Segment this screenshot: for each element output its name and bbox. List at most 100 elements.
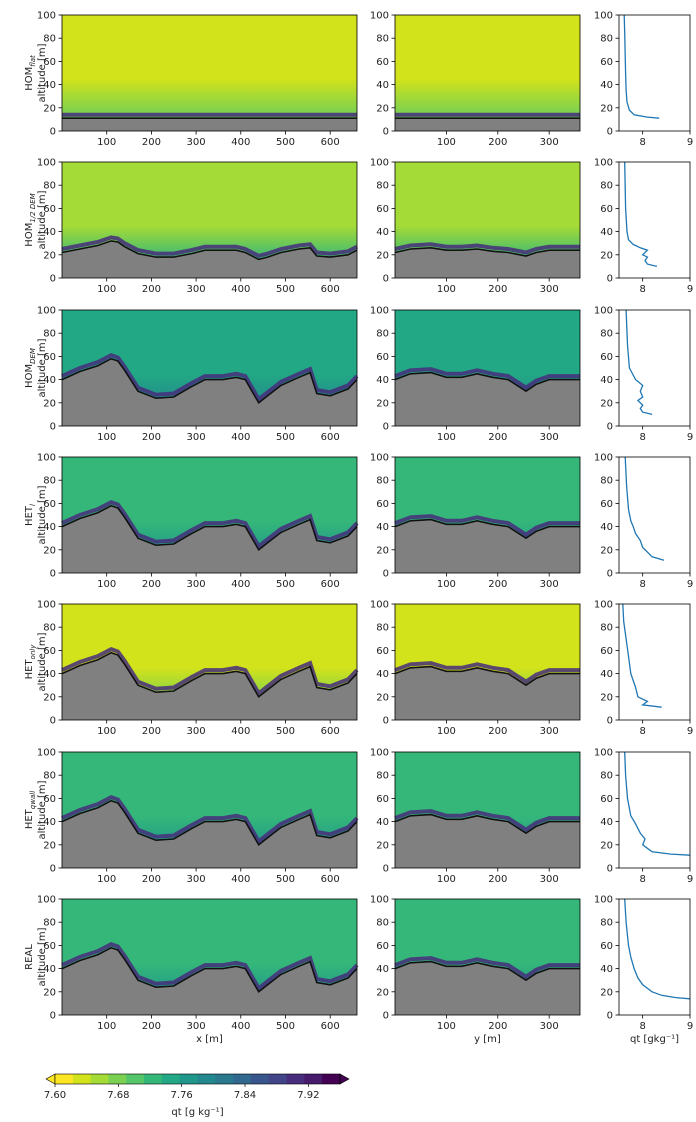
axes-frame <box>618 14 691 132</box>
terrain <box>395 247 580 278</box>
ytick-label: 100 <box>594 11 613 22</box>
xtick-label: 100 <box>97 579 116 590</box>
ytick-label: 20 <box>43 840 56 851</box>
ytick-label: 40 <box>376 522 389 533</box>
boundary-layer <box>61 500 359 550</box>
ytick-label: 0 <box>50 864 56 875</box>
terrain-outline <box>61 946 358 993</box>
colorbar-tick-label: 7.76 <box>171 1090 193 1101</box>
xtick-label: 400 <box>231 432 250 443</box>
ytick-label: 20 <box>600 692 613 703</box>
axes-frame <box>618 309 691 427</box>
xtick-label: 500 <box>276 726 295 737</box>
xaxis-label: x [m] <box>196 1034 223 1045</box>
yaxis-label: HOM1/2 DEM <box>24 193 37 246</box>
axes-frame <box>394 456 581 574</box>
ytick-label: 100 <box>594 158 613 169</box>
xtick-label: 9 <box>687 137 693 148</box>
run-subscript: qwall <box>29 791 37 809</box>
ytick-label: 100 <box>370 453 389 464</box>
terrain-outline <box>394 960 580 982</box>
ytick-label: 80 <box>600 623 613 634</box>
altitude-label: altitude [m] <box>37 338 48 397</box>
panel-r2-profile: 0 20 40 60 80 100 8 9 <box>594 306 693 444</box>
panel-r6-profile: 0 20 40 60 80 100 8 9 qt [gkg⁻¹] <box>594 895 693 1046</box>
yaxis-label: HOMDEM <box>24 348 37 388</box>
colorbar-tick-label: 7.60 <box>44 1090 66 1101</box>
ytick-label: 20 <box>600 398 613 409</box>
xtick-label: 100 <box>437 137 456 148</box>
ytick-label: 100 <box>370 748 389 759</box>
xtick-label: 100 <box>437 726 456 737</box>
xtick-label: 300 <box>540 432 559 443</box>
profile-line <box>624 161 658 268</box>
xtick-label: 8 <box>639 137 645 148</box>
ytick-label: 80 <box>600 476 613 487</box>
ytick-label: 20 <box>376 250 389 261</box>
yaxis-label: HETl <box>24 504 37 526</box>
axes-frame <box>61 751 358 869</box>
ytick-label: 40 <box>43 817 56 828</box>
boundary-layer <box>61 647 359 697</box>
ytick-label: 40 <box>376 669 389 680</box>
profile-line <box>624 898 691 1000</box>
ytick-label: 60 <box>43 941 56 952</box>
xtick-label: 200 <box>488 432 507 443</box>
xtick-label: 8 <box>639 726 645 737</box>
run-name: HOM <box>24 364 35 388</box>
xtick-label: 100 <box>437 1021 456 1032</box>
colorbar-segment <box>233 1074 252 1084</box>
ytick-label: 80 <box>376 181 389 192</box>
colorbar-segment <box>72 1074 92 1084</box>
xtick-label: 500 <box>276 874 295 885</box>
terrain <box>395 519 580 573</box>
axes-frame <box>394 309 581 427</box>
axes-frame <box>618 898 691 1016</box>
boundary-layer <box>394 956 580 980</box>
ytick-label: 60 <box>43 794 56 805</box>
terrain-outline <box>61 240 358 261</box>
axes-frame <box>394 898 581 1016</box>
xtick-label: 600 <box>321 1021 340 1032</box>
ytick-label: 80 <box>43 623 56 634</box>
xtick-label: 8 <box>639 432 645 443</box>
xtick-label: 200 <box>488 874 507 885</box>
ytick-label: 0 <box>607 127 613 138</box>
terrain-outline <box>394 518 580 540</box>
run-name: HOM <box>24 67 35 91</box>
ytick-label: 80 <box>600 918 613 929</box>
ytick-label: 60 <box>376 204 389 215</box>
panel-r6-x-section: 0 20 40 60 80 100 100 200 300 400 500 600 x [m] REAL a… <box>24 895 359 1045</box>
ytick-label: 80 <box>43 771 56 782</box>
xtick-label: 100 <box>97 137 116 148</box>
ytick-label: 40 <box>376 227 389 238</box>
terrain <box>395 372 580 426</box>
ytick-label: 60 <box>600 204 613 215</box>
ytick-label: 40 <box>600 817 613 828</box>
xaxis-label: y [m] <box>474 1034 501 1045</box>
xtick-label: 400 <box>231 137 250 148</box>
panel-r2-y-section: 0 20 40 60 80 100 100 200 300 <box>370 306 581 443</box>
panel-r0-profile: 0 20 40 60 80 100 8 9 <box>594 11 693 149</box>
ytick-label: 60 <box>376 57 389 68</box>
ytick-label: 0 <box>50 569 56 580</box>
profile-background <box>619 457 690 573</box>
terrain <box>395 961 580 1015</box>
run-subscript: only <box>29 644 37 660</box>
ytick-label: 80 <box>43 181 56 192</box>
profile-line <box>624 456 665 561</box>
ytick-label: 60 <box>600 499 613 510</box>
ytick-label: 20 <box>376 987 389 998</box>
xtick-label: 200 <box>142 579 161 590</box>
colorbar-segment <box>144 1074 163 1084</box>
ytick-label: 80 <box>376 771 389 782</box>
altitude-label: altitude [m] <box>37 927 48 986</box>
ytick-label: 0 <box>50 274 56 285</box>
ytick-label: 100 <box>594 306 613 317</box>
ytick-label: 0 <box>383 1011 389 1022</box>
colorbar-segment <box>179 1074 198 1084</box>
axes-frame <box>618 161 691 279</box>
boundary-layer <box>61 795 359 845</box>
xtick-label: 200 <box>488 1021 507 1032</box>
ytick-label: 20 <box>43 103 56 114</box>
